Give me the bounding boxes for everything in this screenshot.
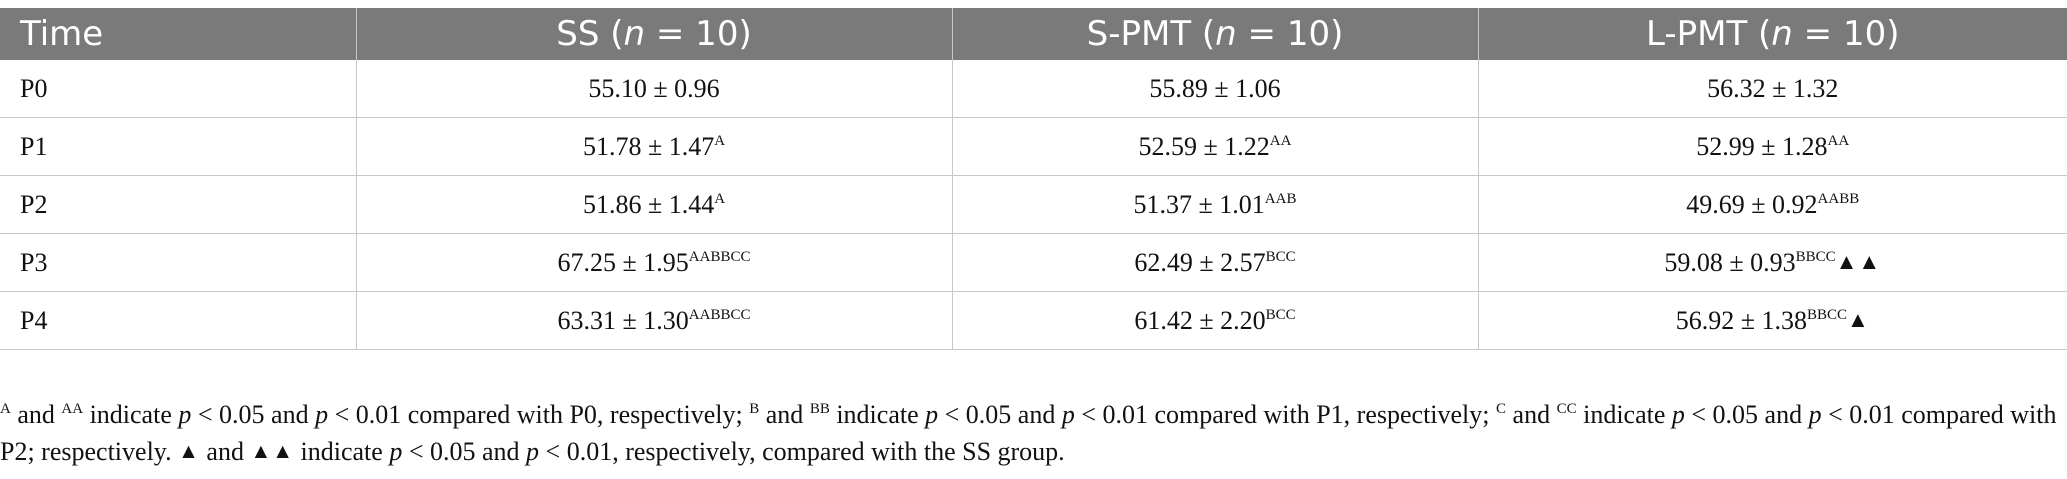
header-s-pmt: S-PMT (n = 10)	[952, 8, 1479, 60]
cell-s-pmt: 52.59 ± 1.22AA	[952, 117, 1479, 176]
cell-l-pmt: 49.69 ± 0.92AABB	[1478, 175, 2067, 234]
cell-l-pmt: 56.92 ± 1.38BBCC▲	[1478, 291, 2067, 350]
table-row: P4 63.31 ± 1.30AABBCC 61.42 ± 2.20BCC 56…	[0, 291, 2067, 350]
cell-time: P2	[0, 175, 357, 234]
cell-time: P4	[0, 291, 357, 350]
cell-ss: 55.10 ± 0.96	[356, 60, 953, 118]
results-table-container: Time SS (n = 10) S-PMT (n = 10) L-PMT (n…	[0, 8, 2067, 350]
header-ss: SS (n = 10)	[356, 8, 953, 60]
table-row: P1 51.78 ± 1.47A 52.59 ± 1.22AA 52.99 ± …	[0, 117, 2067, 176]
cell-l-pmt: 56.32 ± 1.32	[1478, 60, 2067, 118]
cell-s-pmt: 62.49 ± 2.57BCC	[952, 233, 1479, 292]
cell-ss: 51.78 ± 1.47A	[356, 117, 953, 176]
cell-time: P1	[0, 117, 357, 176]
table-row: P0 55.10 ± 0.96 55.89 ± 1.06 56.32 ± 1.3…	[0, 60, 2067, 118]
cell-ss: 67.25 ± 1.95AABBCC	[356, 233, 953, 292]
cell-s-pmt: 61.42 ± 2.20BCC	[952, 291, 1479, 350]
header-time: Time	[0, 8, 357, 60]
cell-ss: 63.31 ± 1.30AABBCC	[356, 291, 953, 350]
cell-l-pmt: 52.99 ± 1.28AA	[1478, 117, 2067, 176]
cell-s-pmt: 55.89 ± 1.06	[952, 60, 1479, 118]
header-l-pmt: L-PMT (n = 10)	[1478, 8, 2067, 60]
results-table: Time SS (n = 10) S-PMT (n = 10) L-PMT (n…	[0, 8, 2067, 350]
cell-l-pmt: 59.08 ± 0.93BBCC▲▲	[1478, 233, 2067, 292]
table-row: P3 67.25 ± 1.95AABBCC 62.49 ± 2.57BCC 59…	[0, 233, 2067, 292]
triangle-icon: ▲	[178, 439, 200, 463]
triangle-icon: ▲	[1847, 306, 1870, 332]
table-row: P2 51.86 ± 1.44A 51.37 ± 1.01AAB 49.69 ±…	[0, 175, 2067, 234]
triangle-icon: ▲▲	[1835, 248, 1882, 274]
cell-ss: 51.86 ± 1.44A	[356, 175, 953, 234]
cell-s-pmt: 51.37 ± 1.01AAB	[952, 175, 1479, 234]
cell-time: P3	[0, 233, 357, 292]
table-footnote: A and AA indicate p < 0.05 and p < 0.01 …	[0, 400, 2057, 466]
double-triangle-icon: ▲▲	[250, 439, 295, 463]
table-header-row: Time SS (n = 10) S-PMT (n = 10) L-PMT (n…	[0, 8, 2067, 60]
cell-time: P0	[0, 60, 357, 118]
